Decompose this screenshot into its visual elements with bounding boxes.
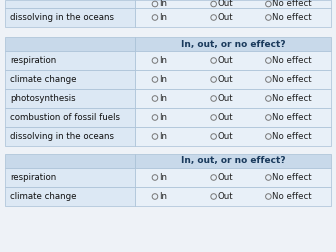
Text: respiration: respiration xyxy=(10,56,56,65)
Text: Out: Out xyxy=(218,75,233,84)
Text: Out: Out xyxy=(218,113,233,122)
Text: In, out, or no effect?: In, out, or no effect? xyxy=(181,156,286,166)
Text: Out: Out xyxy=(218,13,233,22)
Text: Out: Out xyxy=(218,192,233,201)
Bar xyxy=(135,89,331,108)
Text: Out: Out xyxy=(218,132,233,141)
Text: dissolving in the oceans: dissolving in the oceans xyxy=(10,132,114,141)
Text: In, out, or no effect?: In, out, or no effect? xyxy=(181,40,286,48)
Text: No effect: No effect xyxy=(272,94,312,103)
Text: In: In xyxy=(159,132,167,141)
Bar xyxy=(135,187,331,206)
Bar xyxy=(135,168,331,187)
Text: No effect: No effect xyxy=(272,56,312,65)
Bar xyxy=(5,89,135,108)
Text: Out: Out xyxy=(218,56,233,65)
Text: respiration: respiration xyxy=(10,173,56,182)
Bar xyxy=(5,0,135,8)
Text: Out: Out xyxy=(218,0,233,9)
Bar xyxy=(5,70,135,89)
Bar xyxy=(135,154,331,168)
Bar xyxy=(5,154,135,168)
Text: In: In xyxy=(159,173,167,182)
Text: In: In xyxy=(159,56,167,65)
Text: No effect: No effect xyxy=(272,75,312,84)
Bar xyxy=(135,108,331,127)
Text: photosynthesis: photosynthesis xyxy=(10,94,76,103)
Bar xyxy=(135,37,331,51)
Text: No effect: No effect xyxy=(272,0,312,9)
Bar xyxy=(135,0,331,8)
Bar xyxy=(5,187,135,206)
Text: No effect: No effect xyxy=(272,132,312,141)
Bar xyxy=(5,127,135,146)
Bar xyxy=(5,108,135,127)
Text: In: In xyxy=(159,0,167,9)
Bar xyxy=(5,168,135,187)
Text: combustion of fossil fuels: combustion of fossil fuels xyxy=(10,113,120,122)
Text: In: In xyxy=(159,192,167,201)
Text: No effect: No effect xyxy=(272,113,312,122)
Bar xyxy=(5,51,135,70)
Text: climate change: climate change xyxy=(10,192,77,201)
Bar xyxy=(5,37,135,51)
Text: In: In xyxy=(159,13,167,22)
Text: No effect: No effect xyxy=(272,192,312,201)
Text: In: In xyxy=(159,75,167,84)
Text: No effect: No effect xyxy=(272,13,312,22)
Text: No effect: No effect xyxy=(272,173,312,182)
Bar xyxy=(5,8,135,27)
Text: In: In xyxy=(159,113,167,122)
Bar xyxy=(135,51,331,70)
Bar xyxy=(135,127,331,146)
Text: dissolving in the oceans: dissolving in the oceans xyxy=(10,13,114,22)
Text: climate change: climate change xyxy=(10,75,77,84)
Text: In: In xyxy=(159,94,167,103)
Bar xyxy=(135,70,331,89)
Text: Out: Out xyxy=(218,94,233,103)
Bar xyxy=(135,8,331,27)
Text: Out: Out xyxy=(218,173,233,182)
